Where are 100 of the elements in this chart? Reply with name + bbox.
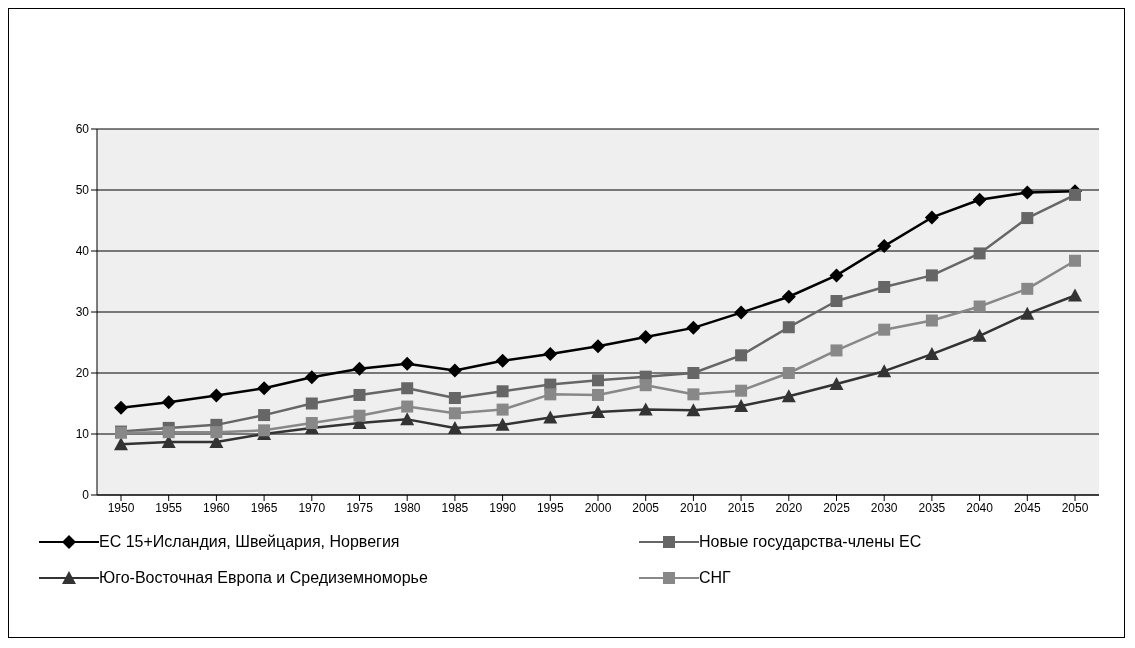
point [543, 410, 558, 424]
x-tick-label: 2005 [632, 500, 660, 515]
point [782, 367, 795, 379]
point [257, 381, 272, 396]
y-tick-label: 50 [75, 183, 90, 198]
point [353, 388, 366, 401]
y-tick-label: 20 [75, 366, 90, 381]
point [161, 395, 176, 410]
legend-label: ЕС 15+Исландия, Швейцария, Норвегия [99, 533, 400, 551]
point [591, 405, 605, 419]
point [305, 397, 318, 410]
y-tick-label: 40 [75, 244, 90, 259]
point [400, 356, 415, 371]
point [877, 239, 892, 254]
point [495, 353, 510, 368]
point [448, 407, 461, 420]
point [448, 392, 461, 405]
x-tick-label: 1950 [107, 500, 135, 515]
x-tick-label: 2050 [1061, 500, 1089, 515]
point [1021, 282, 1034, 295]
point [353, 409, 366, 422]
point [304, 370, 319, 385]
point [734, 398, 749, 412]
point [543, 347, 558, 362]
point [592, 388, 604, 401]
x-tick-label: 2030 [870, 500, 898, 515]
point [735, 384, 748, 397]
x-tick-label: 1955 [155, 500, 183, 515]
point [401, 400, 414, 413]
point [878, 280, 891, 293]
point [496, 385, 509, 398]
x-tick-label: 1970 [298, 500, 326, 515]
x-tick-label: 2040 [966, 500, 994, 515]
x-tick-label: 1980 [393, 500, 421, 515]
x-tick-label: 1995 [536, 500, 564, 515]
x-tick-label: 1990 [489, 500, 517, 515]
point [687, 367, 700, 379]
point [638, 402, 653, 416]
x-tick-label: 2020 [775, 500, 803, 515]
point [782, 321, 795, 334]
point [924, 210, 939, 225]
point [496, 403, 509, 416]
point [209, 388, 224, 403]
legend-label: Новые государства-члены ЕС [699, 533, 922, 551]
x-tick-label: 2015 [727, 500, 755, 515]
point [781, 289, 796, 304]
point [1069, 254, 1081, 267]
point [638, 330, 653, 345]
point [878, 323, 891, 336]
point [830, 295, 843, 308]
point [1021, 212, 1034, 225]
y-tick-label: 10 [75, 427, 90, 442]
point [925, 269, 938, 282]
x-tick-label: 1965 [250, 500, 278, 515]
point [592, 374, 604, 387]
point [352, 361, 367, 376]
point [639, 379, 652, 392]
point [781, 389, 796, 403]
legend-label: Юго-Восточная Европа и Средиземноморье [99, 569, 428, 587]
point [591, 339, 605, 354]
point [877, 364, 892, 378]
point [305, 417, 318, 430]
point [687, 388, 700, 401]
point [447, 363, 462, 378]
point [735, 349, 748, 362]
point [972, 328, 987, 342]
x-tick-label: 2025 [823, 500, 851, 515]
point [973, 247, 986, 260]
point [925, 314, 938, 327]
point [924, 347, 939, 361]
point [734, 305, 749, 320]
point [1020, 306, 1035, 320]
point [1068, 288, 1082, 302]
legend-label: СНГ [699, 569, 731, 587]
x-tick-label: 2010 [680, 500, 708, 515]
y-tick-label: 0 [82, 488, 90, 503]
point [447, 420, 462, 434]
x-tick-label: 2035 [918, 500, 946, 515]
point [1069, 188, 1081, 201]
point [401, 382, 414, 395]
point [258, 409, 271, 422]
point [829, 376, 844, 390]
point [972, 192, 987, 207]
x-tick-label: 1975 [346, 500, 374, 515]
point [686, 320, 701, 335]
x-tick-label: 1960 [203, 500, 231, 515]
x-tick-label: 2045 [1013, 500, 1041, 515]
x-tick-label: 1985 [441, 500, 469, 515]
point [544, 388, 557, 401]
x-tick-label: 2000 [584, 500, 612, 515]
point [829, 268, 844, 283]
point [210, 426, 223, 439]
point [495, 417, 510, 431]
y-tick-label: 60 [75, 122, 90, 137]
point [114, 437, 128, 451]
point [686, 403, 701, 417]
point [162, 426, 175, 439]
point [114, 400, 128, 415]
point [830, 344, 843, 357]
point [400, 412, 415, 426]
